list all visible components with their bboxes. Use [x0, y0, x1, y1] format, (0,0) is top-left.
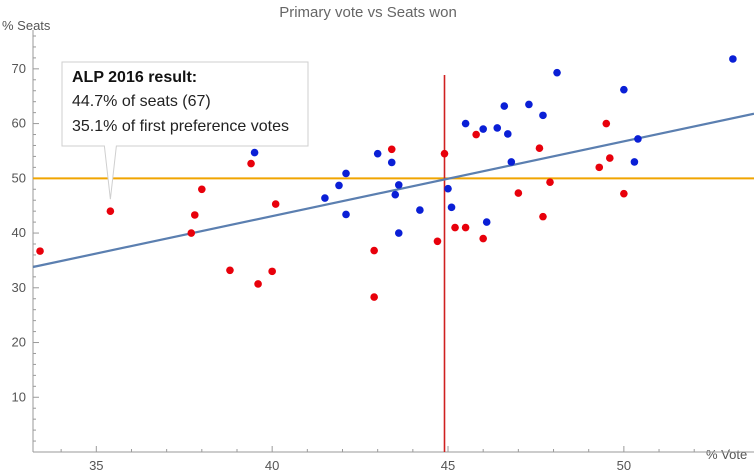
annotation-callout: ALP 2016 result: 44.7% of seats (67) 35.…: [61, 61, 309, 200]
x-axis-label: % Vote: [706, 447, 747, 462]
annotation-box: [61, 61, 309, 200]
y-tick-label: 10: [12, 389, 26, 404]
y-tick-label: 70: [12, 61, 26, 76]
red-data-point: [370, 293, 378, 301]
blue-data-point: [387, 158, 396, 167]
reference-lines: [32, 75, 754, 452]
blue-data-point: [553, 68, 561, 77]
red-data-point: [226, 266, 234, 275]
red-data-point: [370, 246, 378, 255]
annotation-heading: ALP 2016 result:: [72, 69, 197, 86]
red-data-point: [602, 119, 611, 128]
y-tick-label: 40: [12, 225, 26, 240]
blue-data-point: [634, 135, 642, 143]
blue-data-point: [620, 85, 628, 94]
red-data-point: [106, 207, 115, 215]
blue-data-point: [335, 181, 343, 190]
blue-data-point: [416, 206, 424, 214]
y-tick-label: 50: [12, 170, 26, 185]
blue-data-point: [504, 130, 512, 138]
red-data-point: [472, 130, 480, 139]
blue-data-point: [342, 210, 350, 219]
red-data-point: [36, 247, 44, 255]
blue-data-point: [500, 102, 509, 110]
blue-data-point: [630, 158, 639, 166]
blue-data-point: [461, 119, 470, 128]
blue-data-point: [447, 203, 456, 212]
x-tick-label: 45: [441, 458, 455, 473]
red-data-point: [606, 154, 614, 162]
y-axis-label: % Seats: [2, 18, 51, 33]
blue-data-point: [394, 229, 403, 237]
y-tick-label: 20: [12, 335, 26, 350]
trend-line: [32, 112, 754, 269]
red-data-point: [451, 223, 459, 232]
blue-data-point: [391, 190, 400, 199]
red-data-point: [247, 159, 255, 168]
x-tick-label: 35: [89, 458, 103, 473]
red-data-point: [461, 223, 470, 232]
blue-data-point: [321, 194, 329, 202]
blue-data-point: [729, 55, 737, 63]
red-data-point: [514, 189, 523, 197]
axes: 35 40 45 50 10 20 30 40 50 60 70: [12, 30, 754, 473]
y-tick-label: 30: [12, 280, 26, 295]
red-data-point: [433, 237, 442, 246]
blue-data-point: [482, 218, 491, 226]
x-tick-label: 50: [617, 458, 631, 473]
red-data-point: [198, 185, 206, 194]
blue-data-point: [394, 181, 403, 189]
red-data-point: [440, 149, 449, 158]
blue-data-point: [539, 111, 547, 120]
red-data-point: [620, 189, 628, 198]
y-tick-label: 60: [12, 116, 26, 131]
blue-data-point: [342, 169, 350, 178]
blue-data-point: [525, 100, 533, 109]
blue-data-point: [444, 184, 452, 193]
red-data-point: [539, 212, 547, 221]
red-data-point: [595, 163, 604, 172]
red-data-point: [271, 200, 280, 208]
data-points: [36, 55, 737, 301]
x-tick-label: 40: [265, 458, 279, 473]
red-data-point: [387, 145, 396, 154]
red-data-point: [535, 144, 544, 153]
blue-data-point: [493, 124, 502, 132]
red-data-point: [268, 267, 276, 276]
annotation-line-2: 35.1% of first preference votes: [72, 118, 289, 135]
chart-title: Primary vote vs Seats won: [279, 4, 457, 21]
red-data-point: [190, 211, 199, 219]
red-data-point: [254, 280, 262, 288]
blue-data-point: [507, 158, 516, 166]
red-data-point: [479, 234, 487, 243]
annotation-line-1: 44.7% of seats (67): [72, 93, 211, 110]
red-data-point: [546, 178, 554, 186]
red-data-point: [187, 229, 196, 237]
blue-data-point: [373, 149, 382, 158]
blue-data-point: [250, 148, 259, 157]
blue-data-point: [479, 125, 487, 133]
